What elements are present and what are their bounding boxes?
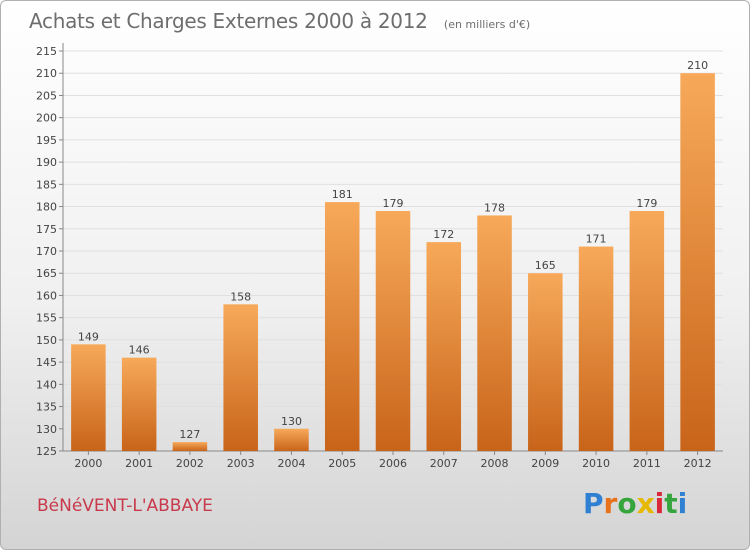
data-labels: 149 146 127 158 130 181 179 172 178 165 171 179 210 <box>78 59 708 441</box>
y-tick-label: 205 <box>36 89 57 102</box>
bar-2008 <box>477 215 512 451</box>
data-label: 130 <box>281 415 302 428</box>
y-tick-label: 215 <box>36 45 57 58</box>
x-tick-label: 2011 <box>633 457 661 470</box>
bar-2011 <box>629 211 665 451</box>
data-label: 172 <box>433 228 454 241</box>
y-tick-label: 160 <box>36 289 57 302</box>
y-tick-label: 150 <box>36 334 57 347</box>
data-label: 171 <box>586 233 607 246</box>
logo-letter: x <box>636 487 655 520</box>
x-tick-label: 2003 <box>227 457 255 470</box>
y-tick-label: 125 <box>36 445 57 458</box>
logo-letter: o <box>617 487 637 520</box>
y-tick-label: 200 <box>36 112 57 125</box>
bar-2003 <box>223 304 258 451</box>
bar-2007 <box>426 242 462 451</box>
logo-letter: r <box>603 487 618 520</box>
x-tick-label: 2006 <box>379 457 407 470</box>
y-tick-labels: 125 130 135 140 145 150 155 160 165 170 175 180 185 1… <box>36 45 63 458</box>
bar-2006 <box>375 211 411 451</box>
y-tick-label: 190 <box>36 156 57 169</box>
x-tick-label: 2007 <box>430 457 458 470</box>
y-tick-label: 165 <box>36 267 57 280</box>
x-tick-label: 2005 <box>328 457 356 470</box>
y-tick-label: 170 <box>36 245 57 258</box>
y-tick-label: 180 <box>36 201 57 214</box>
chart-unit-text: (en milliers d'€) <box>443 18 531 31</box>
commune-name: BéNéVENT-L'ABBAYE <box>37 496 213 516</box>
x-tick-label: 2000 <box>74 457 102 470</box>
logo-letter: t <box>664 487 678 520</box>
logo-letter: i <box>654 487 665 520</box>
x-tick-label: 2009 <box>531 457 559 470</box>
bar-2009 <box>528 273 563 451</box>
data-label: 210 <box>687 59 708 72</box>
bar-2002 <box>172 442 208 451</box>
y-tick-label: 135 <box>36 401 57 414</box>
y-tick-label: 210 <box>36 67 57 80</box>
y-tick-label: 155 <box>36 312 57 325</box>
data-label: 181 <box>332 188 353 201</box>
bar-2010 <box>578 246 614 451</box>
data-label: 127 <box>179 428 200 441</box>
data-label: 179 <box>383 197 404 210</box>
y-tick-label: 145 <box>36 356 57 369</box>
bar-2004 <box>274 428 309 451</box>
bars <box>71 73 715 451</box>
y-tick-label: 185 <box>36 178 57 191</box>
data-label: 158 <box>230 290 251 303</box>
logo-letter: P <box>583 487 604 520</box>
data-label: 146 <box>129 344 150 357</box>
chart-title: Achats et Charges Externes 2000 à 2012 (… <box>29 9 530 33</box>
bar-2005 <box>324 202 360 451</box>
data-label: 179 <box>636 197 657 210</box>
bar-2001 <box>121 357 157 451</box>
x-tick-label: 2008 <box>481 457 509 470</box>
x-tick-label: 2002 <box>176 457 204 470</box>
bar-2012 <box>680 73 715 451</box>
y-tick-label: 140 <box>36 378 57 391</box>
y-tick-label: 175 <box>36 223 57 236</box>
x-tick-label: 2004 <box>277 457 305 470</box>
data-label: 165 <box>535 259 556 272</box>
proxiti-logo: Proxiti <box>583 487 687 520</box>
logo-letter: i <box>677 487 688 520</box>
chart-title-text: Achats et Charges Externes 2000 à 2012 <box>29 9 428 33</box>
x-tick-label: 2012 <box>684 457 712 470</box>
x-tick-labels: 2000 2001 2002 2003 2004 2005 2006 2007 2008 2009… <box>74 451 712 470</box>
y-tick-label: 130 <box>36 423 57 436</box>
data-label: 178 <box>484 201 505 214</box>
bar-2000 <box>71 344 106 451</box>
x-tick-label: 2001 <box>125 457 153 470</box>
data-label: 149 <box>78 330 99 343</box>
x-tick-label: 2010 <box>582 457 610 470</box>
y-tick-label: 195 <box>36 134 57 147</box>
